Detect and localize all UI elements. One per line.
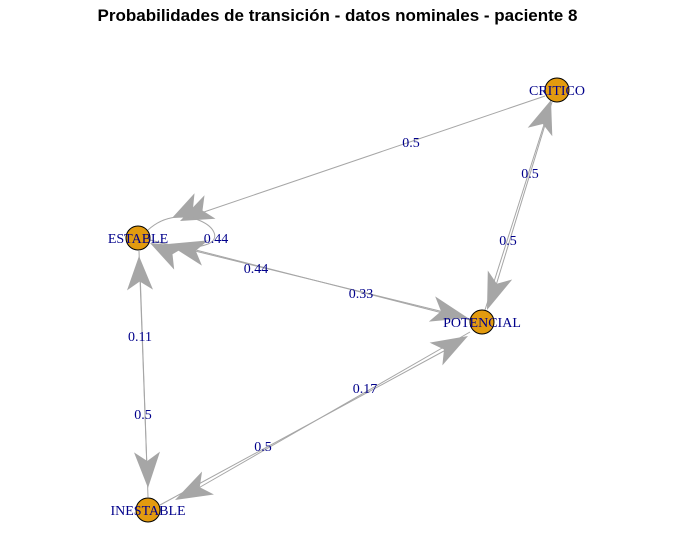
arrow-head (428, 296, 468, 322)
edge-label: 0.33 (349, 287, 374, 302)
nodes-layer: CRITICO ESTABLE POTENCIAL INESTABLE (108, 77, 585, 523)
node-estable: ESTABLE (108, 225, 168, 251)
edge-label: 0.44 (204, 232, 229, 247)
edge-labels-layer: 0.5 0.5 0.5 0.44 0.44 0.33 0.11 0.5 0.17 0.5 (128, 136, 539, 455)
node-circle (469, 309, 495, 335)
node-circle (135, 497, 161, 523)
edge-label: 0.5 (521, 167, 539, 182)
node-label: POTENCIAL (443, 316, 521, 331)
node-label: INESTABLE (110, 504, 185, 519)
edge-label: 0.5 (402, 136, 420, 151)
node-inestable: INESTABLE (110, 497, 186, 523)
edge-label: 0.5 (499, 234, 517, 249)
arrow-head (429, 336, 468, 366)
arrow-head (175, 471, 214, 500)
node-potencial: POTENCIAL (443, 309, 521, 335)
edge-line (484, 111, 549, 311)
node-critico: CRITICO (529, 77, 585, 103)
edge-critico-potencial (487, 101, 553, 310)
node-label: ESTABLE (108, 232, 168, 247)
edge-estable-inestable (134, 250, 160, 488)
edge-inestable-potencial (159, 336, 468, 506)
arrow-head (172, 193, 206, 218)
diagram-title: Probabilidades de transición - datos nom… (97, 6, 578, 25)
node-circle (544, 77, 570, 103)
edge-estable-potencial (149, 239, 468, 322)
edge-line (138, 250, 148, 471)
edge-potencial-estable (168, 240, 471, 321)
arrow-head (150, 243, 186, 270)
arrow-head (487, 270, 513, 310)
edges-layer (127, 95, 553, 506)
edge-line (194, 331, 471, 491)
arrow-head (134, 451, 160, 488)
edge-label: 0.17 (353, 382, 378, 397)
edge-line (197, 95, 546, 215)
edge-label: 0.5 (254, 440, 272, 455)
arrow-head (527, 100, 553, 137)
edge-label: 0.5 (134, 408, 152, 423)
edge-potencial-critico (484, 100, 553, 311)
edge-label: 0.11 (128, 330, 152, 345)
edge-critico-estable (180, 95, 546, 221)
edge-label: 0.44 (244, 262, 269, 277)
node-circle (125, 225, 151, 251)
edge-line (149, 239, 453, 315)
edge-line (493, 101, 553, 293)
node-label: CRITICO (529, 84, 585, 99)
edge-potencial-inestable (175, 331, 471, 500)
